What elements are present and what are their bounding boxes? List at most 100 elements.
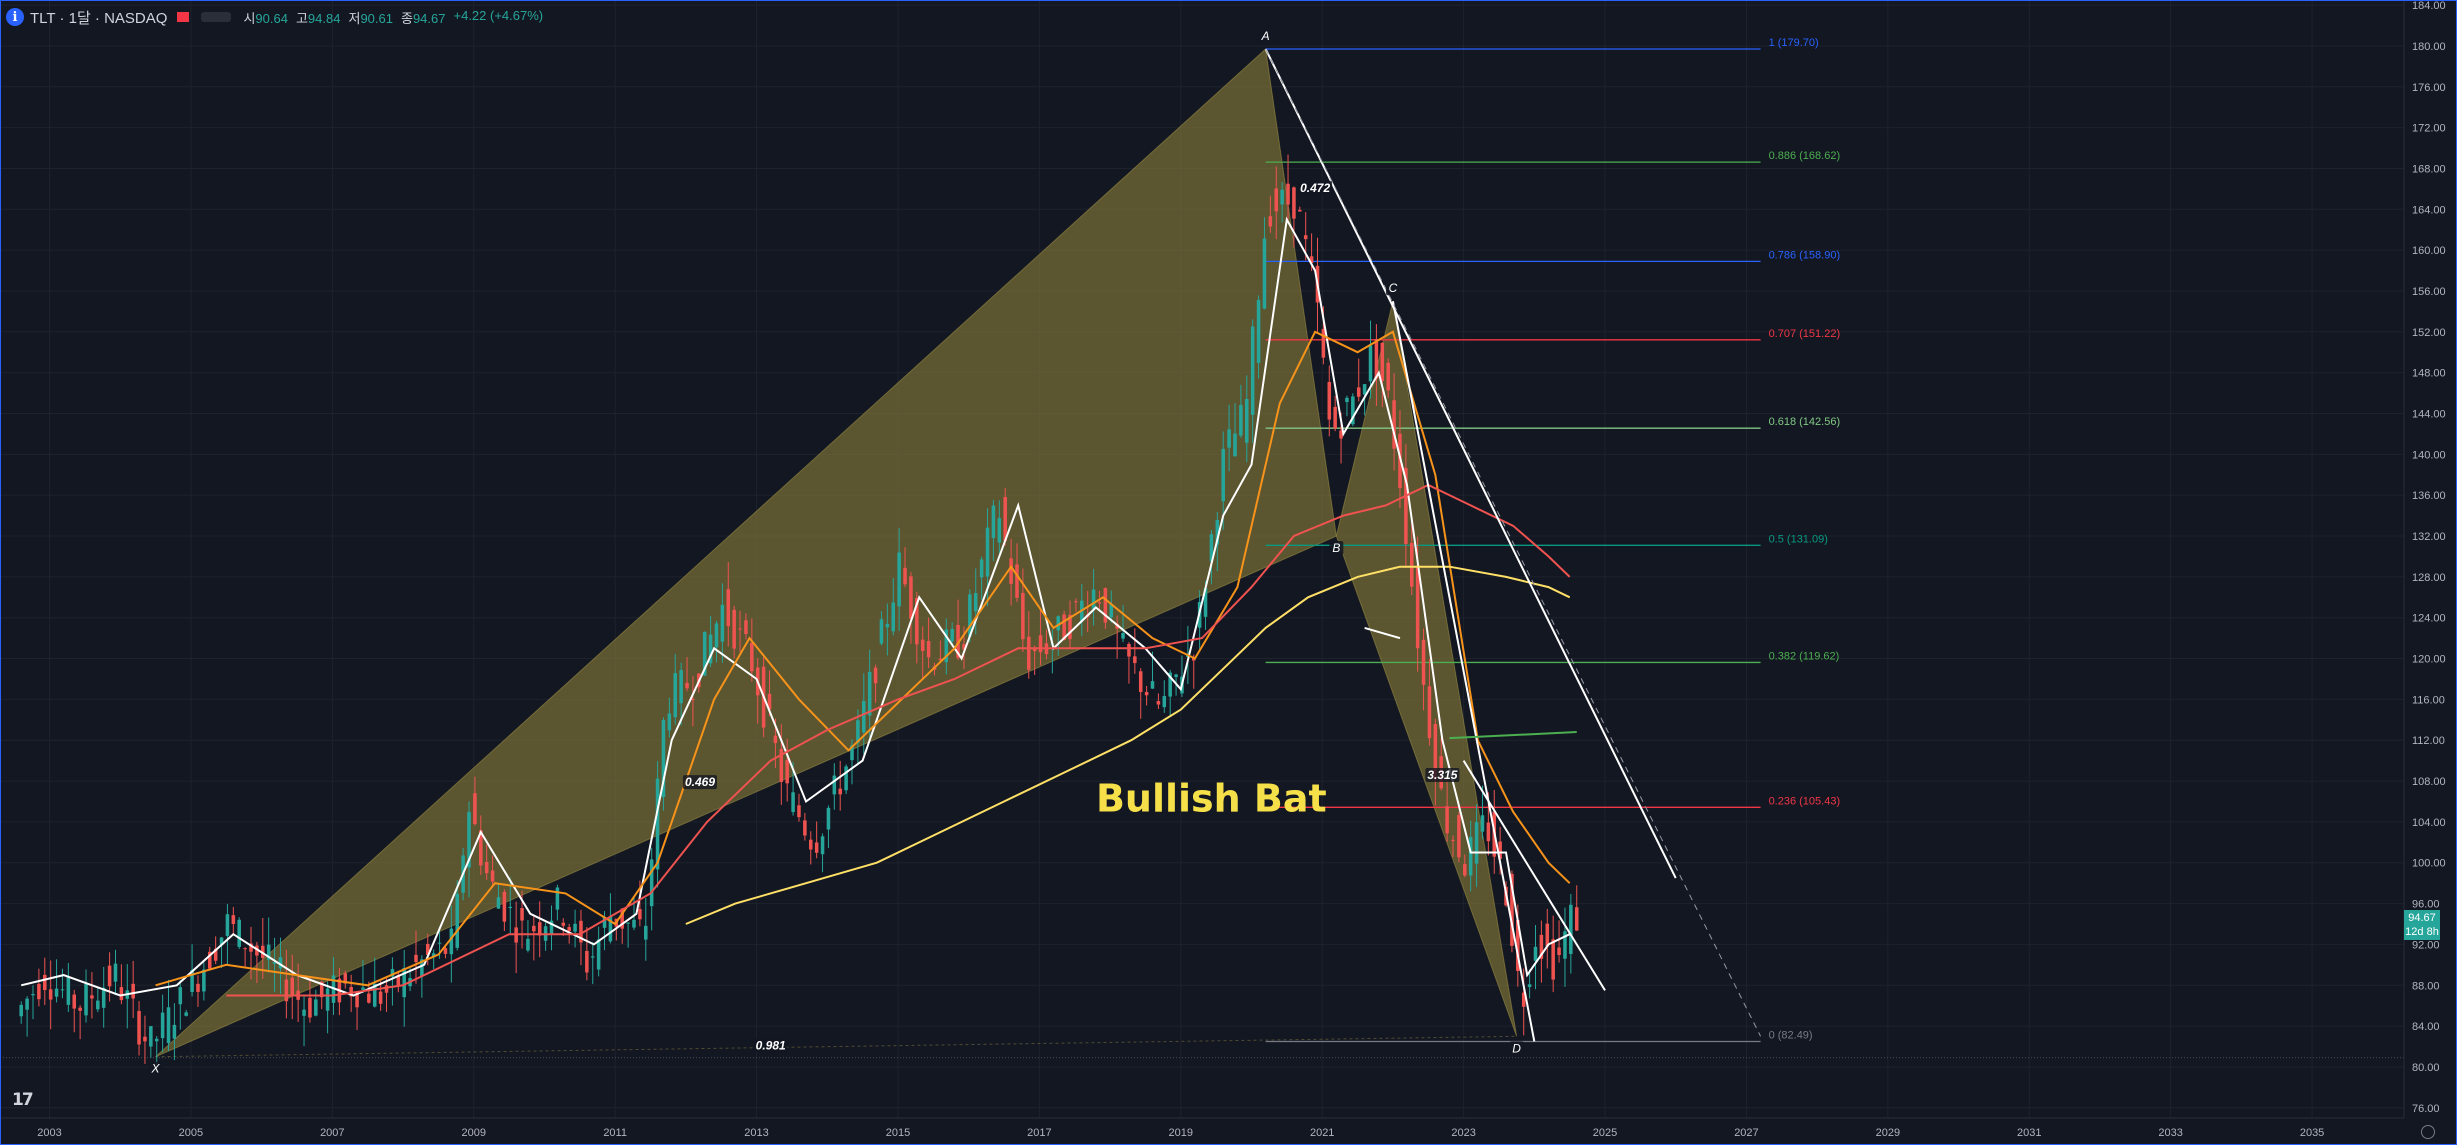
candle-body <box>172 1024 177 1039</box>
time-tick-label: 2021 <box>1310 1127 1334 1139</box>
candle-body <box>420 959 424 977</box>
candle-body <box>1510 873 1514 946</box>
candle-body <box>867 671 872 716</box>
candle-body <box>84 983 88 1016</box>
candle-body <box>973 592 978 612</box>
candle-body <box>1221 448 1225 502</box>
candle-body <box>1333 406 1337 429</box>
candle-body <box>1021 592 1025 640</box>
candle-body <box>143 1036 147 1042</box>
candle-body <box>590 956 595 958</box>
candle-body <box>679 670 683 704</box>
candle-body <box>744 620 748 634</box>
candle-body <box>131 983 135 999</box>
price-tick-label: 156.00 <box>2412 286 2446 298</box>
candle-body <box>1474 822 1479 864</box>
candle-body <box>1486 822 1491 842</box>
candle-body <box>602 917 607 928</box>
candle-body <box>1209 534 1214 562</box>
candle-body <box>1121 633 1125 639</box>
tradingview-logo[interactable]: 17 <box>12 1090 34 1110</box>
ohlc-open: 시90.64 <box>243 10 288 26</box>
pattern-ratio-label: 0.981 <box>756 1039 786 1053</box>
candle-body <box>149 1026 153 1047</box>
candle-body <box>1463 864 1467 876</box>
candle-body <box>808 839 813 850</box>
candle-body <box>396 974 401 986</box>
candle-body <box>1327 381 1332 420</box>
candle-body <box>844 766 848 791</box>
candle-body <box>1227 429 1231 448</box>
candle-body <box>873 667 878 684</box>
pattern-point-bg <box>1509 1041 1524 1056</box>
candle-body <box>1404 467 1408 545</box>
candle-body <box>96 1000 100 1010</box>
candle-body <box>1245 398 1249 443</box>
candle-body <box>1551 939 1555 980</box>
pattern-ratio-label: 3.315 <box>1427 768 1457 782</box>
fib-level-label: 0.382 (119.62) <box>1769 650 1840 662</box>
candle-body <box>596 939 601 970</box>
candle-body <box>290 977 295 996</box>
candle-body <box>1286 183 1290 205</box>
candle-body <box>1345 397 1349 403</box>
candle-body <box>632 919 636 928</box>
candle-body <box>325 988 330 1011</box>
candle-body <box>1451 839 1455 841</box>
candle-body <box>985 527 990 577</box>
symbol-title[interactable]: TLT · 1달 · NASDAQ <box>30 9 168 27</box>
price-tick-label: 180.00 <box>2412 41 2446 53</box>
candle-body <box>378 991 383 1004</box>
candle-body <box>1374 339 1379 379</box>
candle-body <box>1527 984 1532 988</box>
candle-body <box>1150 681 1155 689</box>
candle-body <box>1239 405 1243 436</box>
bar-countdown: 12d 8h <box>2405 926 2439 939</box>
price-tick-label: 160.00 <box>2412 245 2446 257</box>
price-tick-label: 152.00 <box>2412 327 2446 339</box>
candle-body <box>1545 923 1550 947</box>
trendline <box>1265 48 1762 1037</box>
candle-body <box>962 644 966 650</box>
candle-body <box>431 953 436 958</box>
collapse-toggle-icon[interactable] <box>201 12 232 22</box>
price-tick-label: 136.00 <box>2412 490 2446 502</box>
candle-body <box>302 1009 306 1016</box>
price-axis[interactable]: 76.00 80.00 84.00 88.00 92.00 96.00 100.00 104.… <box>2403 0 2457 1118</box>
candle-body <box>520 908 524 921</box>
info-icon[interactable]: i <box>6 8 24 26</box>
candle-body <box>909 576 913 619</box>
fib-level-label: 0.5 (131.09) <box>1769 533 1828 545</box>
settings-icon[interactable] <box>2421 1125 2435 1139</box>
candle-body <box>938 658 943 661</box>
candle-body <box>367 993 371 1003</box>
candle-body <box>66 976 71 1005</box>
candle-body <box>1274 188 1279 212</box>
candle-body <box>1392 400 1396 449</box>
candle-body <box>702 631 707 676</box>
candle-body <box>1256 300 1261 363</box>
candle-body <box>838 788 842 795</box>
candle-body <box>1162 696 1167 708</box>
candle-body <box>1351 396 1355 425</box>
candle-body <box>207 951 212 969</box>
candle-body <box>1321 328 1326 358</box>
candle-body <box>1174 674 1178 678</box>
flag-icon[interactable] <box>177 12 190 22</box>
candle-body <box>160 1012 165 1039</box>
candle-body <box>225 914 230 936</box>
candle-body <box>526 938 530 951</box>
candle-body <box>767 693 772 710</box>
candle-body <box>384 985 389 993</box>
candle-body <box>1003 496 1007 541</box>
pattern-name-label: Bullish Bat <box>1096 777 1327 821</box>
candle-body <box>455 893 459 948</box>
candle-body <box>720 604 725 642</box>
candle-body <box>255 945 259 956</box>
candle-body <box>1292 187 1296 219</box>
price-tick-label: 112.00 <box>2412 735 2445 747</box>
moving-average-line <box>685 565 1571 925</box>
time-tick-label: 2017 <box>1027 1127 1051 1139</box>
